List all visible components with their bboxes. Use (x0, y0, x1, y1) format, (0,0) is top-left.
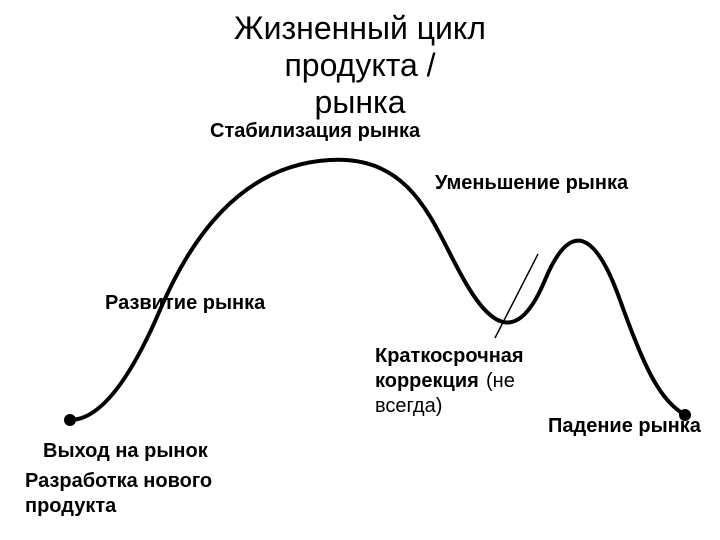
label-newproduct-l2: продукта (25, 495, 116, 518)
label-correction-l1: Краткосрочная (375, 345, 524, 368)
curve-start-dot (64, 414, 76, 426)
label-newproduct-l1: Разработка нового (25, 470, 212, 493)
label-development: Развитие рынка (105, 292, 265, 315)
label-entry: Выход на рынок (43, 440, 208, 463)
label-correction-l2: коррекция (375, 370, 479, 393)
label-correction-l4: всегда) (375, 395, 442, 418)
label-decrease: Уменьшение рынка (435, 172, 628, 195)
label-correction-l3: (не (486, 370, 515, 393)
label-stabilization: Стабилизация рынка (210, 120, 420, 143)
label-fall: Падение рынка (548, 415, 701, 438)
pointer-line (495, 254, 538, 338)
